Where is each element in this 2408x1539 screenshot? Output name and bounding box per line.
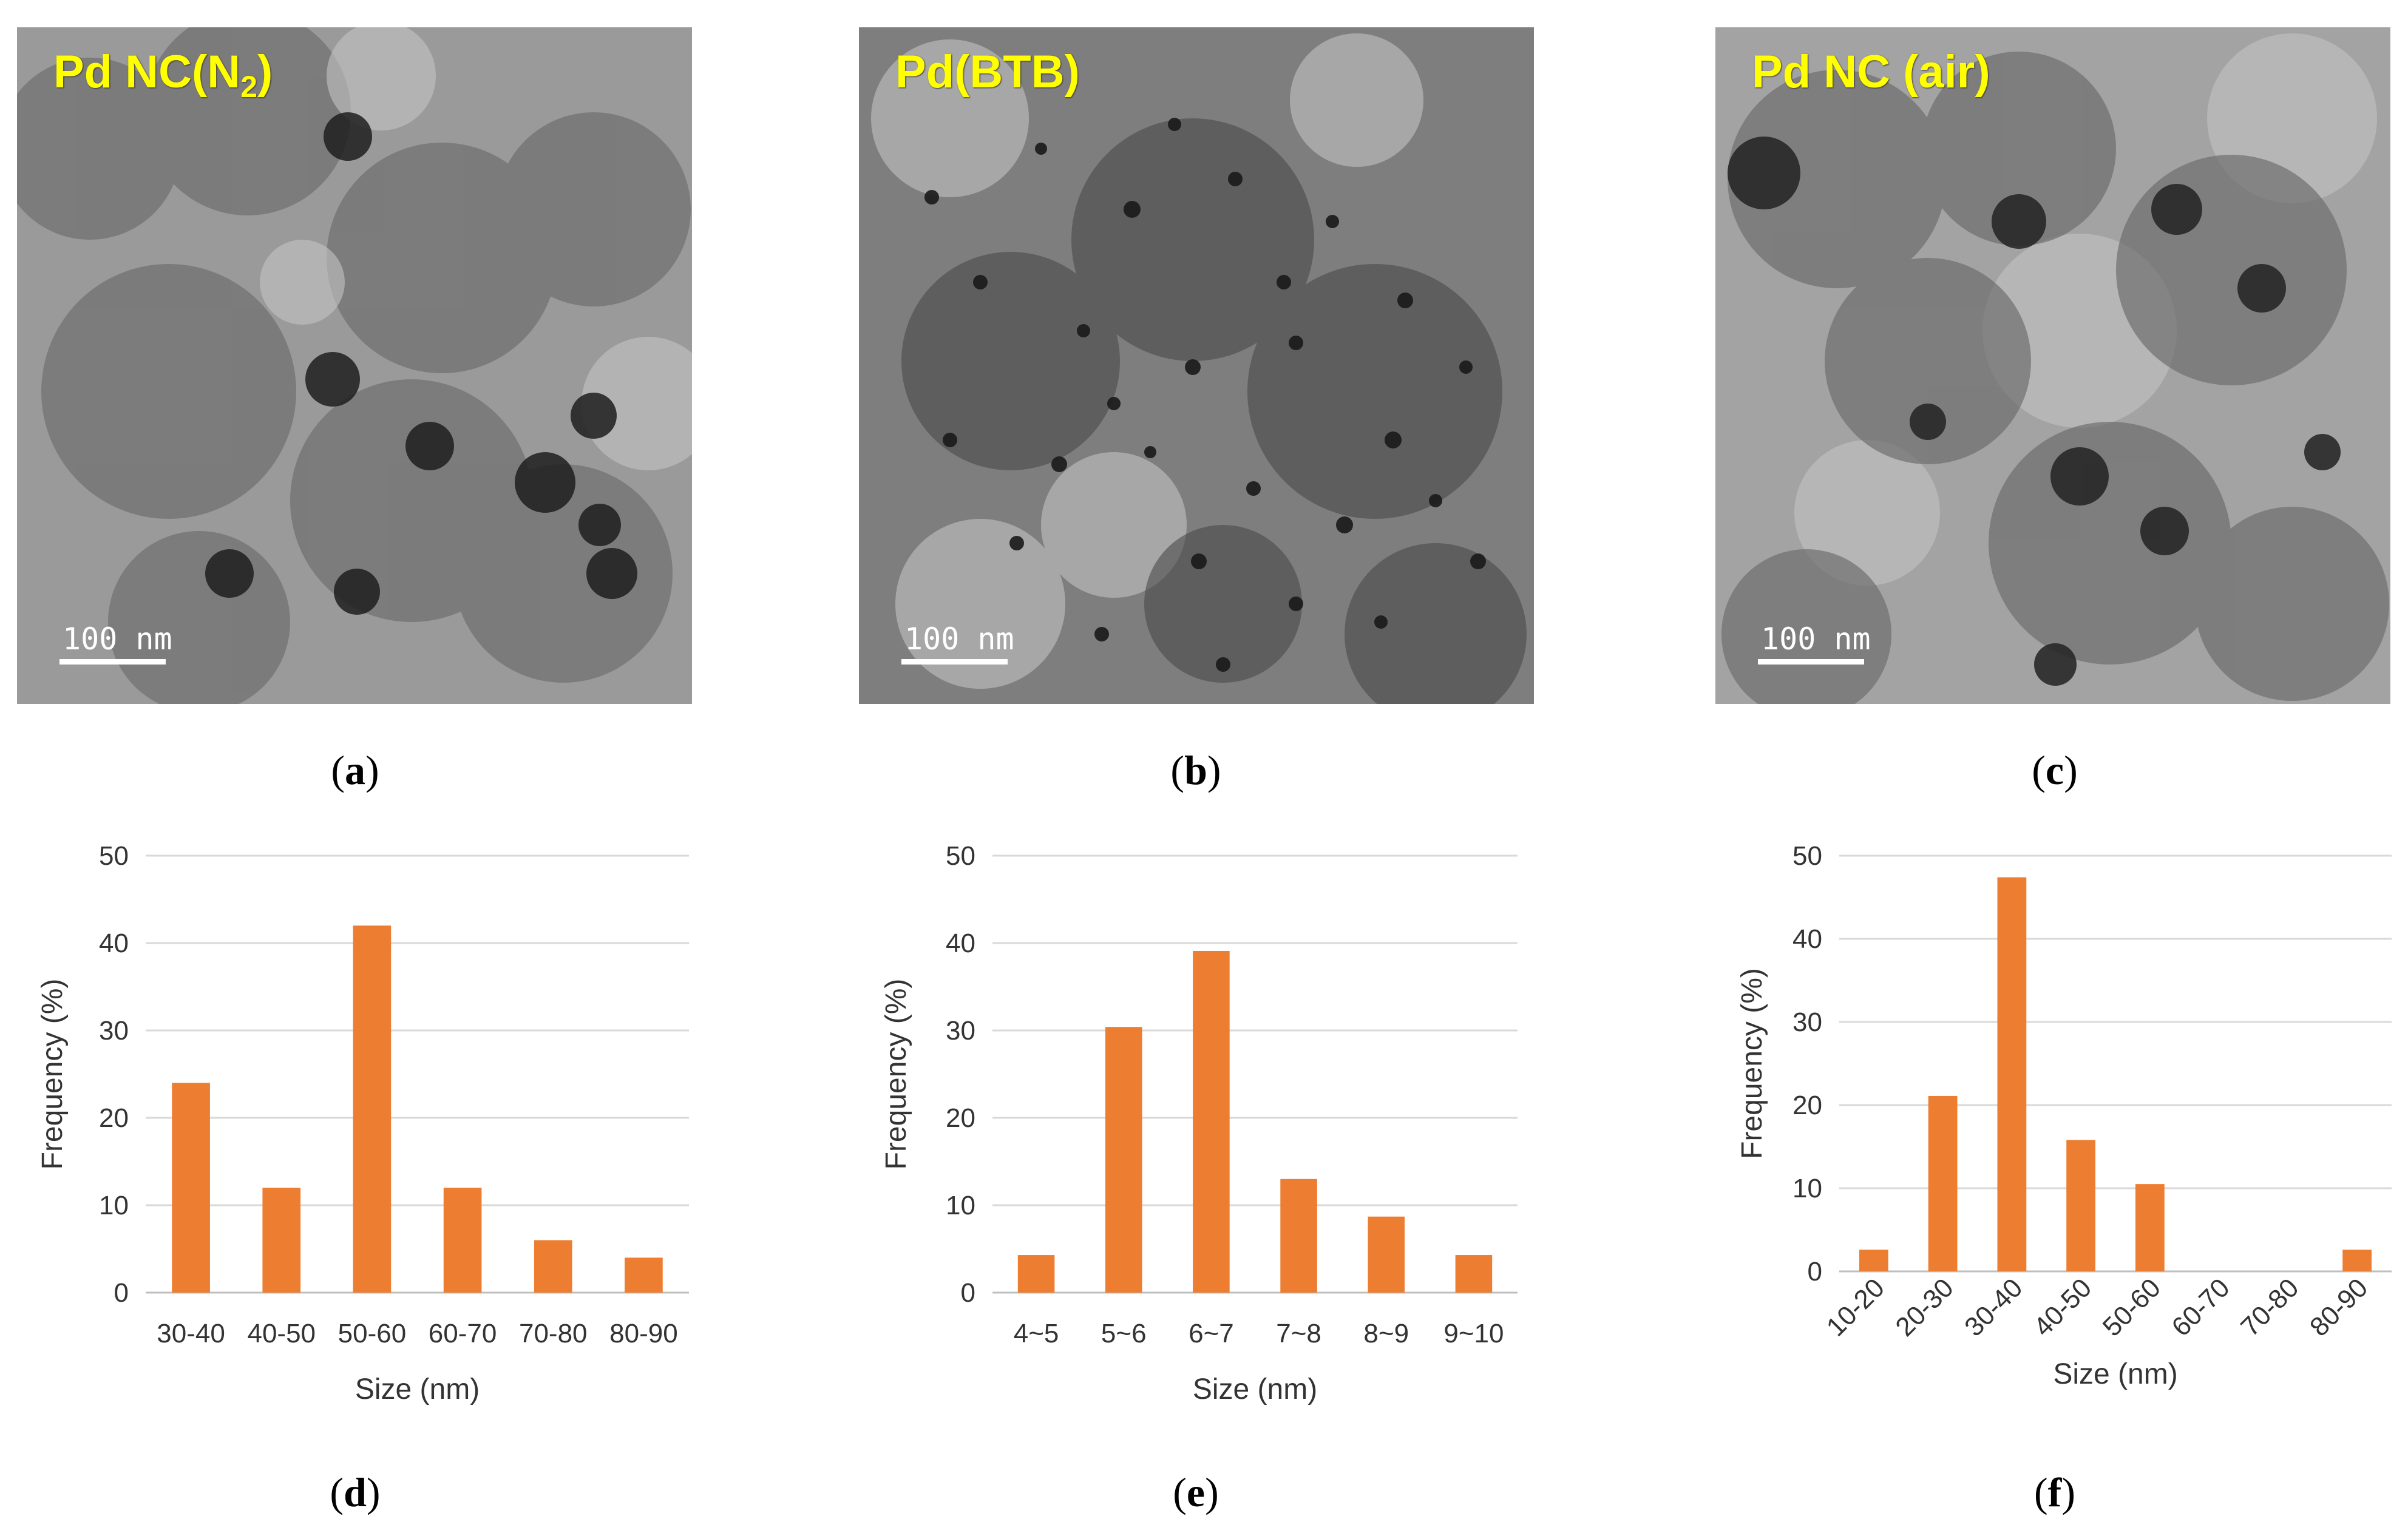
scale-bar-label: 100 nm [1761,621,1871,657]
x-tick-label: 5~6 [1101,1319,1147,1348]
y-axis-label: Frequency (%) [1736,968,1768,1159]
x-axis-label: Size (nm) [355,1373,480,1405]
histogram-e: 0 10 20 30 40 50 4~5 5~6 6~7 7~8 8~9 9~10 Size (nm) F… [862,831,1548,1408]
caption-d: (d) [330,1469,381,1515]
y-tick-label: 10 [1792,1174,1822,1203]
bar [1997,877,2027,1271]
bar [1368,1216,1405,1293]
x-tick-label: 60-70 [2166,1273,2235,1342]
x-tick-label: 40-50 [247,1319,316,1348]
y-tick-label: 40 [946,928,975,958]
tem-texture-a [17,27,692,704]
x-axis-label: Size (nm) [1193,1373,1317,1405]
bar [2066,1140,2096,1271]
bar [534,1240,572,1293]
x-tick-label: 80-90 [2304,1273,2373,1342]
scale-bar [1758,659,1864,665]
y-tick-label: 0 [961,1278,975,1308]
caption-f: (f) [2034,1469,2075,1515]
y-tick-label: 50 [99,841,129,871]
x-tick-label: 4~5 [1014,1319,1059,1348]
x-tick-label: 30-40 [157,1319,225,1348]
bar [1928,1095,1958,1271]
caption-b: (b) [1170,747,1221,793]
x-tick-label: 30-40 [1959,1273,2028,1342]
y-tick-label: 50 [1792,841,1822,871]
x-axis-label: Size (nm) [2053,1358,2177,1390]
y-tick-label: 0 [1808,1257,1822,1287]
y-axis-label: Frequency (%) [36,979,69,1170]
y-tick-label: 20 [946,1103,975,1133]
y-tick-label: 10 [99,1191,129,1220]
bar [625,1257,663,1293]
y-tick-label: 40 [99,928,129,958]
bar [1017,1255,1055,1293]
y-tick-label: 30 [946,1016,975,1046]
x-tick-label: 8~9 [1363,1319,1409,1348]
x-tick-label: 60-70 [429,1319,497,1348]
x-tick-label: 20-30 [1890,1273,1959,1342]
caption-e: (e) [1173,1469,1219,1515]
y-tick-label: 20 [1792,1091,1822,1120]
x-tick-label: 50-60 [2097,1273,2166,1342]
x-tick-label: 9~10 [1443,1319,1504,1348]
bar [1455,1255,1493,1293]
image-title-a: Pd NC(N2) [53,46,273,104]
bar [2342,1250,2372,1271]
x-tick-label: 80-90 [609,1319,678,1348]
x-tick-label: 50-60 [338,1319,407,1348]
scale-bar [59,659,166,665]
caption-a: (a) [331,747,379,793]
tem-image-a: Pd NC(N2) 100 nm [17,27,692,704]
image-title-c: Pd NC (air) [1752,46,1990,98]
y-tick-label: 20 [99,1103,129,1133]
y-tick-label: 30 [1792,1007,1822,1037]
y-tick-label: 10 [946,1191,975,1220]
bar [1105,1027,1142,1293]
bar [172,1083,210,1293]
y-tick-label: 30 [99,1016,129,1046]
caption-c: (c) [2032,747,2078,793]
bar [1280,1179,1317,1293]
y-axis-label: Frequency (%) [880,979,912,1170]
x-tick-label: 10-20 [1821,1273,1890,1342]
bar [443,1188,482,1293]
histogram-d: 0 10 20 30 40 50 30-40 40-50 50-60 60-70 70-80 80-9… [18,831,704,1408]
scale-bar [901,659,1008,665]
y-tick-label: 0 [114,1278,129,1308]
bar [353,925,392,1293]
image-title-b: Pd(BTB) [895,46,1080,98]
x-tick-label: 70-80 [519,1319,588,1348]
x-tick-label: 70-80 [2235,1273,2304,1342]
bar [1859,1250,1888,1271]
x-tick-label: 40-50 [2028,1273,2097,1342]
tem-image-c: Pd NC (air) 100 nm [1715,27,2390,704]
x-tick-label: 7~8 [1276,1319,1321,1348]
tem-image-b: Pd(BTB) 100 nm [859,27,1534,704]
histogram-svg-f: 0 10 20 30 40 50 10-20 20-30 30-40 40-50 50-60 60-7… [1736,841,2392,1390]
y-tick-label: 50 [946,841,975,871]
histogram-svg-e: 0 10 20 30 40 50 4~5 5~6 6~7 7~8 8~9 9~10 Size (nm) F… [880,841,1518,1405]
scale-bar-label: 100 nm [904,621,1014,657]
histogram-svg-d: 0 10 20 30 40 50 30-40 40-50 50-60 60-70 70-80 80-9… [36,841,689,1405]
scale-bar-label: 100 nm [63,621,172,657]
tem-texture-b [859,27,1534,704]
bar [1193,950,1230,1293]
histogram-f: 0 10 20 30 40 50 10-20 20-30 30-40 40-50 50-60 60-7… [1718,831,2404,1408]
bar [262,1188,301,1293]
bar [2135,1184,2165,1271]
x-tick-label: 6~7 [1189,1319,1234,1348]
tem-texture-c [1715,27,2390,704]
y-tick-label: 40 [1792,924,1822,954]
